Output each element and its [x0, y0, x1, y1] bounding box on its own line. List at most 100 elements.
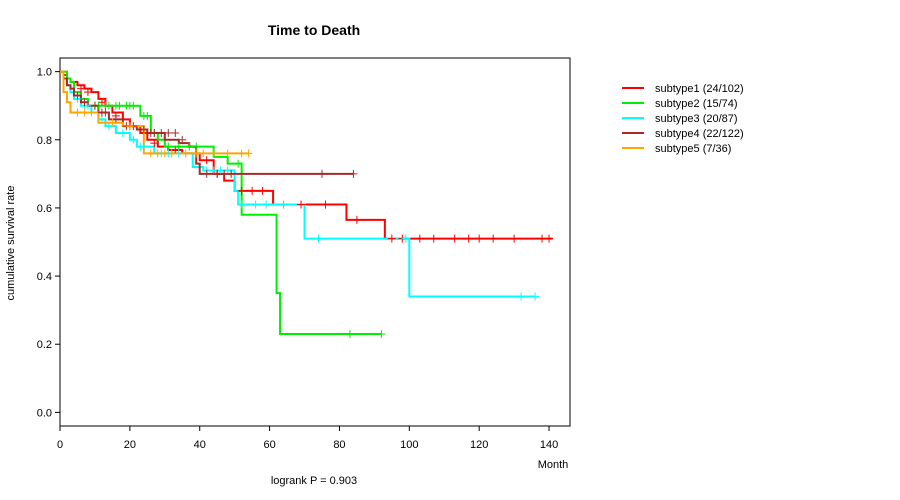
x-tick-label: 20: [124, 439, 136, 451]
censor-mark-5: [244, 149, 253, 158]
censor-mark-1: [97, 98, 106, 107]
censor-mark-5: [108, 118, 117, 127]
censor-mark-5: [209, 149, 218, 158]
censor-mark-1: [321, 200, 330, 209]
x-tick-label: 60: [263, 439, 275, 451]
censor-mark-3: [237, 200, 246, 209]
y-axis: 0.0 0.2 0.4 0.6 0.8 1.0: [37, 67, 60, 419]
censor-mark-3: [104, 122, 113, 131]
censor-mark-1: [150, 139, 159, 148]
censor-mark-1: [387, 234, 396, 243]
censor-mark-1: [510, 234, 519, 243]
censor-mark-4: [111, 115, 120, 124]
chart-title: Time to Death: [268, 22, 360, 38]
legend-label: subtype4 (22/122): [655, 128, 744, 140]
y-tick-label: 0.2: [37, 339, 52, 351]
x-tick-label: 0: [57, 439, 63, 451]
censor-mark-3: [517, 292, 526, 301]
legend-label: subtype5 (7/36): [655, 143, 731, 155]
censor-mark-1: [464, 234, 473, 243]
legend-item-1: subtype1 (24/102): [622, 83, 744, 95]
y-tick-label: 1.0: [37, 67, 52, 79]
censor-mark-4: [171, 128, 180, 137]
censor-mark-5: [199, 149, 208, 158]
censor-mark-1: [489, 234, 498, 243]
censor-marks: [73, 84, 554, 338]
y-tick-label: 0.4: [37, 271, 52, 283]
y-axis-label: cumulative survival rate: [5, 186, 17, 301]
legend: subtype1 (24/102) subtype2 (15/74) subtype…: [622, 83, 744, 155]
censor-mark-5: [223, 149, 232, 158]
censor-mark-1: [297, 200, 306, 209]
censor-mark-3: [251, 200, 260, 209]
y-tick-label: 0.8: [37, 135, 52, 147]
legend-item-4: subtype4 (22/122): [622, 128, 744, 140]
censor-mark-3: [262, 200, 271, 209]
censor-mark-4: [80, 98, 89, 107]
censor-mark-5: [153, 149, 162, 158]
censor-mark-4: [90, 101, 99, 110]
censor-mark-1: [83, 88, 92, 97]
censor-mark-4: [220, 169, 229, 178]
x-tick-label: 140: [540, 439, 558, 451]
censor-mark-3: [97, 115, 106, 124]
legend-label: subtype3 (20/87): [655, 113, 738, 125]
censor-mark-2: [234, 159, 243, 168]
censor-mark-4: [227, 169, 236, 178]
censor-mark-3: [129, 135, 138, 144]
legend-item-3: subtype3 (20/87): [622, 113, 738, 125]
censor-mark-4: [178, 135, 187, 144]
censor-mark-5: [87, 108, 96, 117]
censor-mark-2: [129, 101, 138, 110]
series-line-2: [60, 70, 382, 335]
censor-mark-1: [429, 234, 438, 243]
censor-mark-5: [192, 149, 201, 158]
censor-mark-2: [377, 330, 386, 338]
censor-mark-3: [216, 166, 225, 175]
censor-mark-5: [237, 149, 246, 158]
y-tick-label: 0.0: [37, 407, 52, 419]
x-tick-label: 80: [333, 439, 345, 451]
legend-label: subtype1 (24/102): [655, 83, 744, 95]
censor-mark-4: [164, 128, 173, 137]
x-tick-label: 120: [470, 439, 488, 451]
censor-mark-1: [171, 146, 180, 154]
censor-mark-2: [143, 111, 152, 120]
censor-mark-4: [349, 169, 358, 178]
censor-mark-4: [157, 128, 166, 137]
censor-mark-1: [352, 215, 361, 224]
plot-frame: [59, 57, 571, 427]
censor-mark-3: [118, 128, 127, 137]
censor-mark-4: [101, 108, 110, 117]
censor-mark-2: [345, 330, 354, 338]
censor-mark-5: [80, 108, 89, 117]
x-tick-label: 100: [400, 439, 418, 451]
logrank-annotation: logrank P = 0.903: [271, 475, 357, 487]
censor-mark-1: [76, 84, 85, 93]
censor-mark-2: [115, 101, 124, 110]
censor-mark-5: [160, 149, 169, 158]
legend-item-5: subtype5 (7/36): [622, 143, 731, 155]
censor-mark-3: [531, 292, 540, 301]
series-line-1: [60, 70, 553, 240]
censor-mark-3: [223, 166, 232, 175]
censor-mark-5: [73, 108, 82, 117]
censor-mark-4: [139, 125, 148, 134]
censor-mark-1: [248, 186, 257, 195]
censor-mark-4: [213, 169, 222, 178]
legend-item-2: subtype2 (15/74): [622, 98, 738, 110]
censor-mark-4: [150, 128, 159, 137]
censor-mark-2: [164, 142, 173, 151]
x-axis-label: Month: [538, 459, 569, 471]
series-lines: [60, 70, 553, 335]
censor-mark-1: [475, 234, 484, 243]
censor-mark-3: [83, 101, 92, 110]
censor-mark-2: [185, 142, 194, 151]
censor-mark-5: [101, 118, 110, 127]
censor-mark-5: [125, 122, 134, 131]
censor-mark-4: [202, 169, 211, 178]
censor-mark-3: [279, 200, 288, 209]
censor-mark-4: [317, 169, 326, 178]
censor-mark-2: [174, 142, 183, 151]
